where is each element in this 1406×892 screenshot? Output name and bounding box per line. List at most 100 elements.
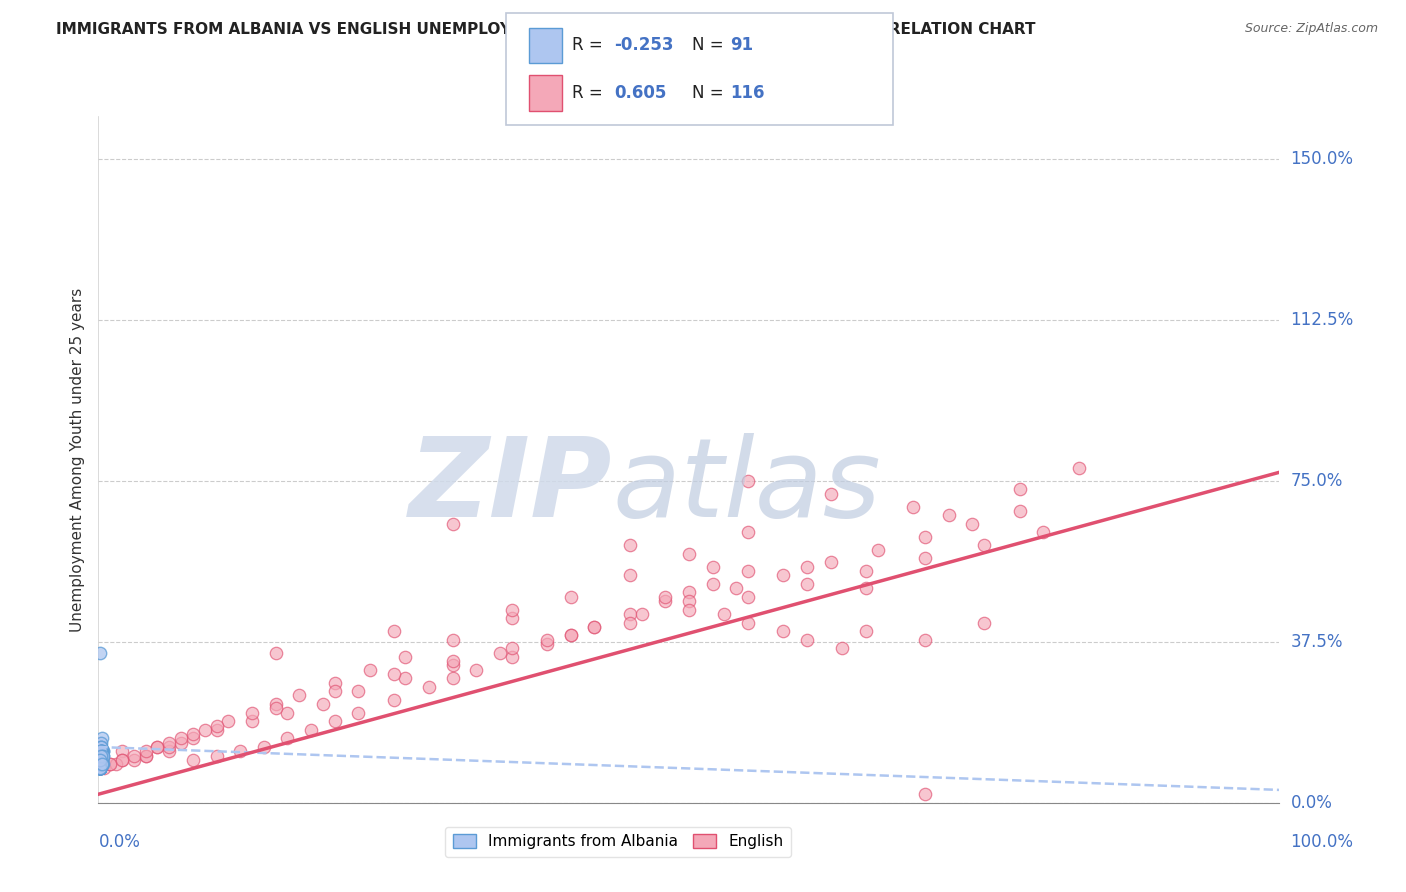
Point	[90, 753, 112, 767]
Point	[678, 594, 700, 608]
Point	[90, 748, 112, 763]
Point	[536, 637, 558, 651]
Point	[382, 624, 405, 639]
Point	[441, 654, 464, 668]
Point	[914, 787, 936, 801]
Point	[217, 714, 239, 729]
Point	[89, 762, 111, 776]
Point	[91, 731, 114, 746]
Point	[89, 762, 111, 776]
Point	[90, 757, 112, 772]
Point	[91, 753, 114, 767]
Text: 37.5%: 37.5%	[1291, 632, 1343, 651]
Point	[89, 757, 111, 772]
Point	[89, 762, 111, 776]
Point	[914, 551, 936, 566]
Point	[89, 757, 111, 772]
Point	[678, 585, 700, 599]
Point	[89, 753, 111, 767]
Point	[91, 744, 114, 758]
Point	[583, 620, 606, 634]
Point	[90, 748, 112, 763]
Text: 91: 91	[730, 37, 752, 54]
Point	[288, 689, 311, 703]
Point	[89, 753, 111, 767]
Point	[441, 658, 464, 673]
Text: 112.5%: 112.5%	[1291, 311, 1354, 329]
Point	[796, 559, 818, 574]
Point	[91, 748, 114, 763]
Point	[89, 762, 111, 776]
Point	[654, 590, 676, 604]
Point	[737, 525, 759, 540]
Point	[90, 753, 112, 767]
Point	[90, 748, 112, 763]
Point	[157, 744, 180, 758]
Point	[89, 757, 111, 772]
Text: 75.0%: 75.0%	[1291, 472, 1343, 490]
Y-axis label: Unemployment Among Youth under 25 years: Unemployment Among Youth under 25 years	[69, 287, 84, 632]
Point	[98, 757, 121, 772]
Point	[89, 753, 111, 767]
Point	[91, 753, 114, 767]
Point	[855, 581, 877, 595]
Point	[146, 739, 169, 754]
Point	[89, 753, 111, 767]
Point	[276, 731, 298, 746]
Point	[91, 757, 114, 772]
Point	[135, 748, 157, 763]
Point	[90, 748, 112, 763]
Point	[89, 762, 111, 776]
Point	[89, 757, 111, 772]
Point	[619, 607, 641, 621]
Point	[382, 667, 405, 681]
Point	[89, 762, 111, 776]
Point	[91, 744, 114, 758]
Point	[1067, 461, 1090, 475]
Point	[89, 762, 111, 776]
Point	[737, 564, 759, 578]
Point	[903, 500, 925, 514]
Point	[90, 748, 112, 763]
Point	[678, 602, 700, 616]
Point	[1032, 525, 1054, 540]
Point	[90, 748, 112, 763]
Point	[713, 607, 735, 621]
Point	[229, 744, 252, 758]
Point	[855, 564, 877, 578]
Point	[146, 739, 169, 754]
Point	[973, 538, 995, 552]
Point	[91, 757, 114, 772]
Text: 0.0%: 0.0%	[98, 833, 141, 851]
Point	[91, 753, 114, 767]
Text: Source: ZipAtlas.com: Source: ZipAtlas.com	[1244, 22, 1378, 36]
Point	[111, 753, 134, 767]
Point	[89, 757, 111, 772]
Point	[91, 744, 114, 758]
Point	[91, 748, 114, 763]
Point	[831, 641, 853, 656]
Point	[465, 663, 488, 677]
Point	[253, 739, 276, 754]
Point	[441, 516, 464, 531]
Point	[90, 739, 112, 754]
Point	[181, 753, 204, 767]
Point	[89, 753, 111, 767]
Point	[299, 723, 322, 737]
Point	[347, 684, 370, 698]
Point	[820, 555, 842, 570]
Point	[98, 757, 121, 772]
Point	[1008, 504, 1031, 518]
Point	[619, 568, 641, 582]
Point	[855, 624, 877, 639]
Point	[89, 757, 111, 772]
Point	[90, 736, 112, 750]
Point	[866, 542, 889, 557]
Point	[962, 516, 984, 531]
Point	[157, 739, 180, 754]
Point	[630, 607, 652, 621]
Point	[89, 757, 111, 772]
Point	[89, 762, 111, 776]
Point	[181, 727, 204, 741]
Point	[89, 753, 111, 767]
